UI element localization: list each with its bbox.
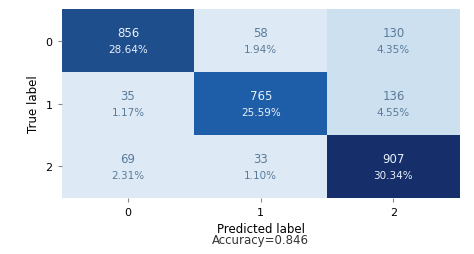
Text: 4.55%: 4.55%: [377, 107, 410, 117]
Text: 1.94%: 1.94%: [244, 45, 277, 55]
Text: 765: 765: [249, 89, 272, 102]
Text: 136: 136: [382, 89, 405, 102]
Bar: [62, 73, 194, 135]
Text: Accuracy=0.846: Accuracy=0.846: [212, 233, 309, 246]
Text: 30.34%: 30.34%: [374, 170, 413, 180]
Text: 856: 856: [117, 27, 139, 40]
Text: 35: 35: [120, 89, 136, 102]
Text: 4.35%: 4.35%: [377, 45, 410, 55]
Text: 907: 907: [382, 152, 405, 165]
Bar: [62, 10, 194, 73]
Bar: [194, 10, 327, 73]
Text: 28.64%: 28.64%: [108, 45, 148, 55]
Text: 33: 33: [253, 152, 268, 165]
Bar: [194, 73, 327, 135]
X-axis label: Predicted label: Predicted label: [217, 223, 305, 235]
Bar: [62, 135, 194, 198]
Text: 2.31%: 2.31%: [111, 170, 145, 180]
Bar: [194, 135, 327, 198]
Text: 58: 58: [253, 27, 268, 40]
Bar: [327, 73, 460, 135]
Text: 1.10%: 1.10%: [244, 170, 277, 180]
Bar: [327, 10, 460, 73]
Text: 25.59%: 25.59%: [241, 107, 281, 117]
Text: 1.17%: 1.17%: [111, 107, 145, 117]
Y-axis label: True label: True label: [27, 75, 40, 133]
Text: 69: 69: [120, 152, 136, 165]
Bar: [327, 135, 460, 198]
Text: 130: 130: [383, 27, 404, 40]
